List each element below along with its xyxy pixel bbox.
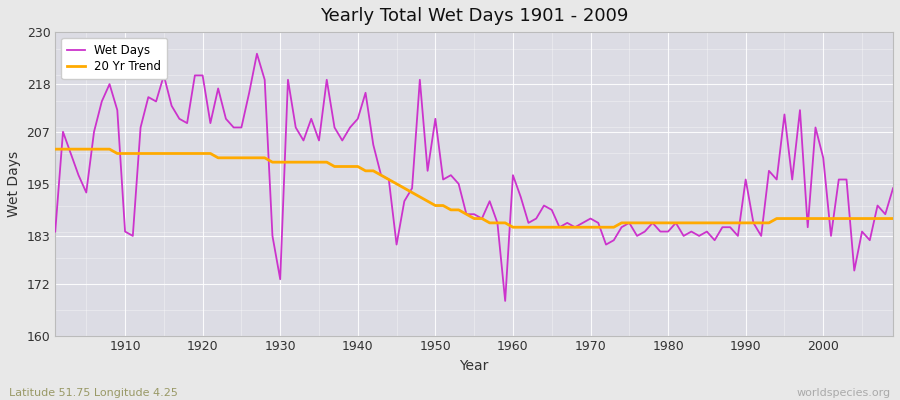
Wet Days (112, 108, 122, 112)
Line: Wet Days: Wet Days (55, 54, 893, 301)
Y-axis label: Wet Days: Wet Days (7, 151, 21, 217)
Wet Days (523, 220, 534, 225)
Text: worldspecies.org: worldspecies.org (796, 388, 891, 398)
Wet Days (251, 51, 262, 56)
Legend: Wet Days, 20 Yr Trend: Wet Days, 20 Yr Trend (61, 38, 167, 79)
Wet Days (516, 194, 526, 199)
Wet Days (337, 138, 347, 143)
Wet Days (887, 186, 898, 190)
X-axis label: Year: Year (460, 359, 489, 373)
Title: Yearly Total Wet Days 1901 - 2009: Yearly Total Wet Days 1901 - 2009 (320, 7, 628, 25)
20 Yr Trend (887, 216, 898, 221)
20 Yr Trend (329, 164, 340, 169)
20 Yr Trend (50, 147, 60, 152)
Wet Days (616, 225, 627, 230)
Text: Latitude 51.75 Longitude 4.25: Latitude 51.75 Longitude 4.25 (9, 388, 178, 398)
20 Yr Trend (508, 225, 518, 230)
Wet Days (50, 229, 60, 234)
20 Yr Trend (608, 225, 619, 230)
20 Yr Trend (112, 151, 122, 156)
Line: 20 Yr Trend: 20 Yr Trend (55, 149, 893, 227)
Wet Days (500, 298, 510, 303)
Wet Days (291, 125, 302, 130)
20 Yr Trend (500, 220, 510, 225)
20 Yr Trend (283, 160, 293, 164)
20 Yr Trend (516, 225, 526, 230)
